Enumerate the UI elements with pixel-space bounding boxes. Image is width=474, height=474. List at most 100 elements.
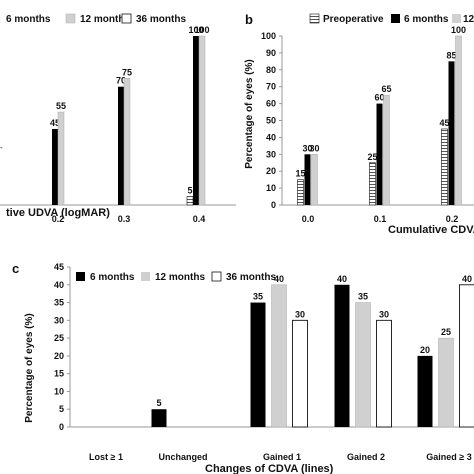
legend-c-swatch-12m [141, 272, 150, 281]
data-label-c-1-0: 5 [156, 398, 161, 408]
data-label-b-2-0: 45 [439, 118, 449, 128]
bar-b-2-1 [448, 61, 455, 205]
legend-a-swatch-36m [121, 13, 132, 24]
panel-label-b: b [245, 12, 253, 27]
legend-c-swatch-6m [76, 272, 85, 281]
y-tick-label-c-45: 45 [54, 262, 64, 272]
bar-a-0-2 [57, 111, 65, 206]
data-label-c-2-1: 40 [274, 274, 284, 284]
bar-a-1-1 [118, 86, 124, 205]
data-label-c-4-2: 40 [462, 274, 472, 284]
data-label-a-2-1: 100 [188, 25, 203, 35]
data-label-a-1-1: 70 [116, 76, 126, 86]
y-tick-label-c-25: 25 [54, 333, 64, 343]
legend-b-label-preop: Preoperative [323, 14, 384, 25]
bar-a-0-1 [52, 128, 58, 205]
data-label-c-4-1: 25 [441, 327, 451, 337]
legend-a-label-36m: 36 months [136, 14, 186, 25]
legend-a: 6 months 12 months 36 months [6, 13, 186, 25]
data-label-b-2-1: 85 [446, 50, 456, 60]
xlabel-b: Cumulative CDVA [388, 224, 474, 236]
bar-c-2-1 [271, 284, 287, 428]
data-label-a-2-0: 5 [187, 186, 192, 196]
legend-c: 6 months 12 months 36 months [76, 271, 276, 283]
bar-c-3-2 [376, 319, 392, 428]
y-tick-label-b-0: 0 [271, 200, 276, 210]
panel-a-axis-fragment: - [0, 143, 3, 152]
x-tick-label-b-1: 0.1 [374, 214, 387, 224]
xlabel-c: Changes of CDVA (lines) [205, 463, 334, 474]
x-tick-label-c-4: Gained ≥ 3 [426, 452, 471, 462]
y-tick-label-c-30: 30 [54, 315, 64, 325]
legend-b-swatch-12m [452, 14, 461, 23]
y-tick-label-c-10: 10 [54, 386, 64, 396]
data-label-b-1-2: 65 [381, 84, 391, 94]
x-tick-label-b-0: 0.0 [302, 214, 315, 224]
data-label-a-0-2: 55 [56, 101, 66, 111]
bar-c-2-2 [292, 319, 308, 428]
data-label-b-0-0: 15 [295, 169, 305, 179]
bar-a-2-2 [198, 35, 206, 206]
bar-b-1-0 [369, 162, 376, 206]
panel-label-c: c [12, 261, 19, 276]
data-label-c-2-0: 35 [253, 292, 263, 302]
data-label-b-1-1: 60 [374, 93, 384, 103]
y-tick-label-b-10: 10 [266, 183, 276, 193]
y-tick-label-b-70: 70 [266, 82, 276, 92]
chart-marks: 0.2 0.3 0.44555707551001000102030405060708… [50, 25, 474, 462]
x-tick-label-a-1: 0.3 [118, 214, 131, 224]
bar-c-3-0 [334, 284, 350, 427]
x-tick-label-a-0: 0.2 [52, 214, 65, 224]
bar-b-1-1 [376, 103, 383, 205]
y-tick-label-b-80: 80 [266, 65, 276, 75]
legend-b-swatch-preop [309, 13, 320, 24]
y-tick-label-b-100: 100 [261, 31, 276, 41]
data-label-a-1-2: 75 [122, 67, 132, 77]
bar-a-1-2 [123, 78, 131, 206]
bar-a-2-1 [193, 36, 199, 205]
y-tick-label-c-35: 35 [54, 298, 64, 308]
bar-b-2-2 [455, 35, 462, 206]
legend-a-swatch-12m [65, 13, 76, 24]
legend-b: Preoperative 6 months 12 [309, 13, 474, 25]
x-tick-label-c-2: Gained 1 [263, 452, 301, 462]
data-label-b-0-2: 30 [309, 143, 319, 153]
bar-b-1-2 [383, 94, 390, 206]
legend-c-label-36m: 36 months [226, 272, 276, 283]
x-tick-label-b-2: 0.2 [446, 214, 459, 224]
data-label-b-2-2: 100 [451, 25, 466, 35]
data-label-b-1-0: 25 [367, 152, 377, 162]
bar-c-3-1 [355, 302, 371, 428]
bar-b-2-0 [441, 128, 448, 206]
y-tick-label-c-5: 5 [59, 404, 64, 414]
bar-c-4-1 [438, 337, 454, 428]
legend-a-label-12m: 12 months [80, 14, 130, 25]
ylabel-b: Percentage of eyes (%) [244, 59, 255, 169]
data-label-c-3-1: 35 [358, 292, 368, 302]
data-label-b-0-1: 30 [302, 143, 312, 153]
bar-b-0-1 [304, 154, 311, 205]
x-tick-label-c-1: Unchanged [158, 452, 207, 462]
bar-c-4-2 [459, 284, 474, 428]
legend-b-label-12m: 12 [463, 14, 474, 25]
legend-c-label-6m: 6 months [90, 272, 135, 283]
y-tick-label-b-90: 90 [266, 48, 276, 58]
legend-b-label-6m: 6 months [404, 14, 449, 25]
legend-c-swatch-36m [211, 271, 222, 282]
data-label-c-2-2: 30 [295, 309, 305, 319]
bar-b-0-0 [297, 179, 304, 206]
y-tick-label-b-50: 50 [266, 116, 276, 126]
data-label-a-0-1: 45 [50, 118, 60, 128]
bar-c-2-0 [250, 302, 266, 427]
y-tick-label-c-20: 20 [54, 351, 64, 361]
y-tick-label-c-0: 0 [59, 422, 64, 432]
y-tick-label-b-60: 60 [266, 99, 276, 109]
y-tick-label-b-40: 40 [266, 132, 276, 142]
y-tick-label-b-20: 20 [266, 166, 276, 176]
bar-a-2-0 [186, 196, 194, 206]
data-label-a-2-2: 100 [194, 25, 209, 35]
bar-b-0-2 [311, 154, 318, 206]
bar-c-4-0 [417, 355, 433, 427]
data-label-c-3-2: 30 [379, 309, 389, 319]
